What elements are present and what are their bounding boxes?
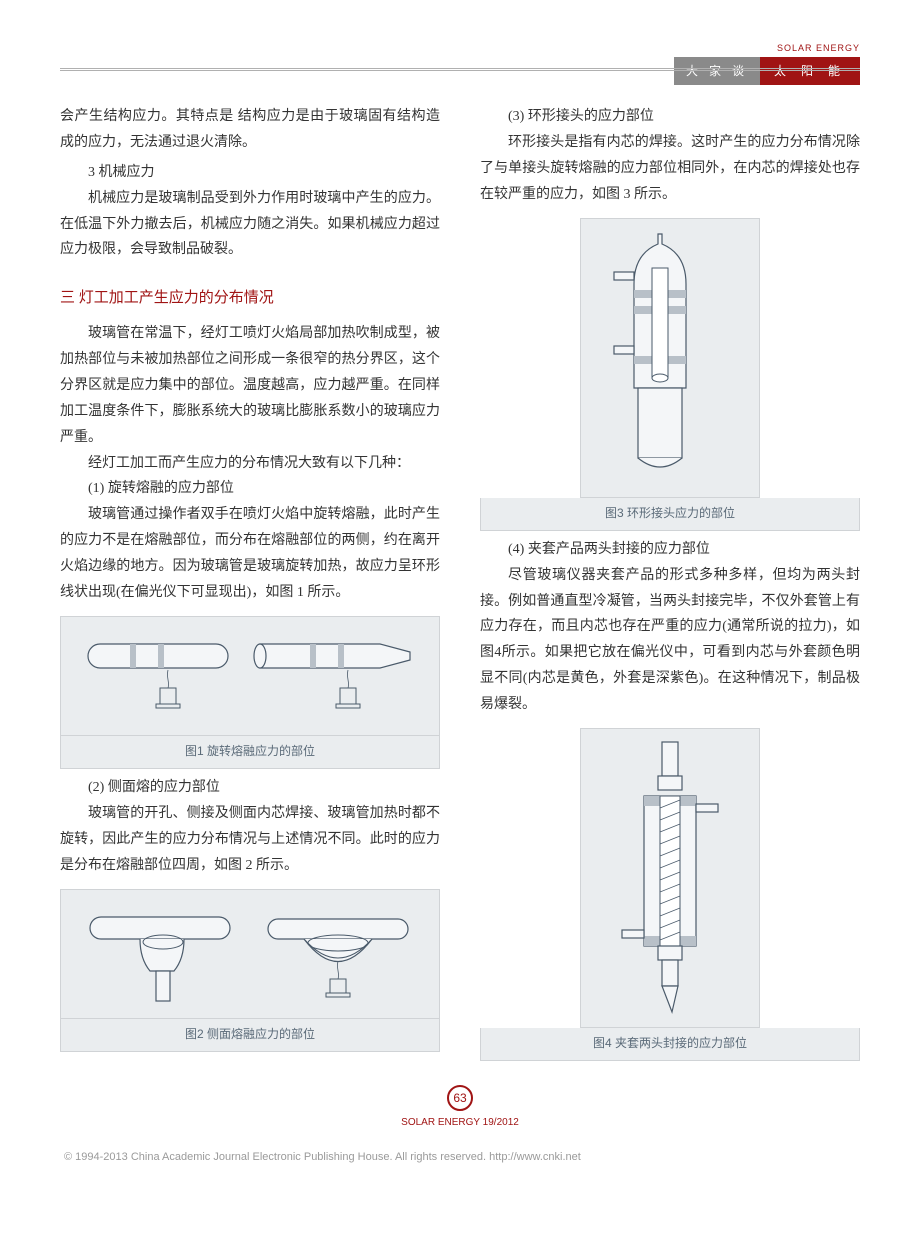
copyright-line: © 1994-2013 China Academic Journal Elect…: [60, 1147, 860, 1167]
list-item: (2) 侧面熔的应力部位: [60, 775, 440, 801]
header-small-label: SOLAR ENERGY: [777, 40, 860, 57]
figure-3-diagram: [580, 218, 760, 498]
paragraph: 尽管玻璃仪器夹套产品的形式多种多样，但均为两头封接。例如普通直型冷凝管，当两头封…: [480, 563, 860, 718]
figure-4: 图4 夹套两头封接的应力部位: [480, 728, 860, 1061]
paragraph: 玻璃管在常温下，经灯工喷灯火焰局部加热吹制成型，被加热部位与未被加热部位之间形成…: [60, 321, 440, 450]
figure-2-diagram: [60, 889, 440, 1019]
paragraph: 玻璃管通过操作者双手在喷灯火焰中旋转熔融，此时产生的应力不是在熔融部位，而分布在…: [60, 502, 440, 606]
right-column: (3) 环形接头的应力部位 环形接头是指有内芯的焊接。这时产生的应力分布情况除了…: [480, 104, 860, 1067]
figure-2-caption: 图2 侧面熔融应力的部位: [60, 1019, 440, 1052]
footer-issue: SOLAR ENERGY 19/2012: [60, 1114, 860, 1133]
subheading: 3 机械应力: [60, 160, 440, 186]
paragraph: 会产生结构应力。其特点是 结构应力是由于玻璃固有结构造成的应力，无法通过退火清除…: [60, 104, 440, 156]
left-column: 会产生结构应力。其特点是 结构应力是由于玻璃固有结构造成的应力，无法通过退火清除…: [60, 104, 440, 1067]
figure-1: 图1 旋转熔融应力的部位: [60, 616, 440, 769]
figure-1-diagram: [60, 616, 440, 736]
list-item: (4) 夹套产品两头封接的应力部位: [480, 537, 860, 563]
page-number-wrap: 63: [60, 1085, 860, 1112]
figure-1-caption: 图1 旋转熔融应力的部位: [60, 736, 440, 769]
paragraph: 经灯工加工而产生应力的分布情况大致有以下几种：: [60, 451, 440, 477]
page-header: SOLAR ENERGY 大 家 谈 太 阳 能: [60, 40, 860, 74]
list-item: (3) 环形接头的应力部位: [480, 104, 860, 130]
page: SOLAR ENERGY 大 家 谈 太 阳 能 会产生结构应力。其特点是 结构…: [0, 0, 920, 1197]
list-item: (1) 旋转熔融的应力部位: [60, 476, 440, 502]
figure-2: 图2 侧面熔融应力的部位: [60, 889, 440, 1052]
paragraph: 玻璃管的开孔、侧接及侧面内芯焊接、玻璃管加热时都不旋转，因此产生的应力分布情况与…: [60, 801, 440, 879]
header-rule: [60, 68, 860, 71]
figure-4-caption: 图4 夹套两头封接的应力部位: [480, 1028, 860, 1061]
figure-3: 图3 环形接头应力的部位: [480, 218, 860, 531]
page-number: 63: [447, 1085, 473, 1111]
section-heading: 三 灯工加工产生应力的分布情况: [60, 285, 440, 313]
header-right: SOLAR ENERGY 大 家 谈 太 阳 能: [674, 40, 860, 85]
figure-4-diagram: [580, 728, 760, 1028]
paragraph: 机械应力是玻璃制品受到外力作用时玻璃中产生的应力。在低温下外力撤去后，机械应力随…: [60, 186, 440, 264]
content-columns: 会产生结构应力。其特点是 结构应力是由于玻璃固有结构造成的应力，无法通过退火清除…: [60, 104, 860, 1067]
figure-3-caption: 图3 环形接头应力的部位: [480, 498, 860, 531]
paragraph: 环形接头是指有内芯的焊接。这时产生的应力分布情况除了与单接头旋转熔融的应力部位相…: [480, 130, 860, 208]
